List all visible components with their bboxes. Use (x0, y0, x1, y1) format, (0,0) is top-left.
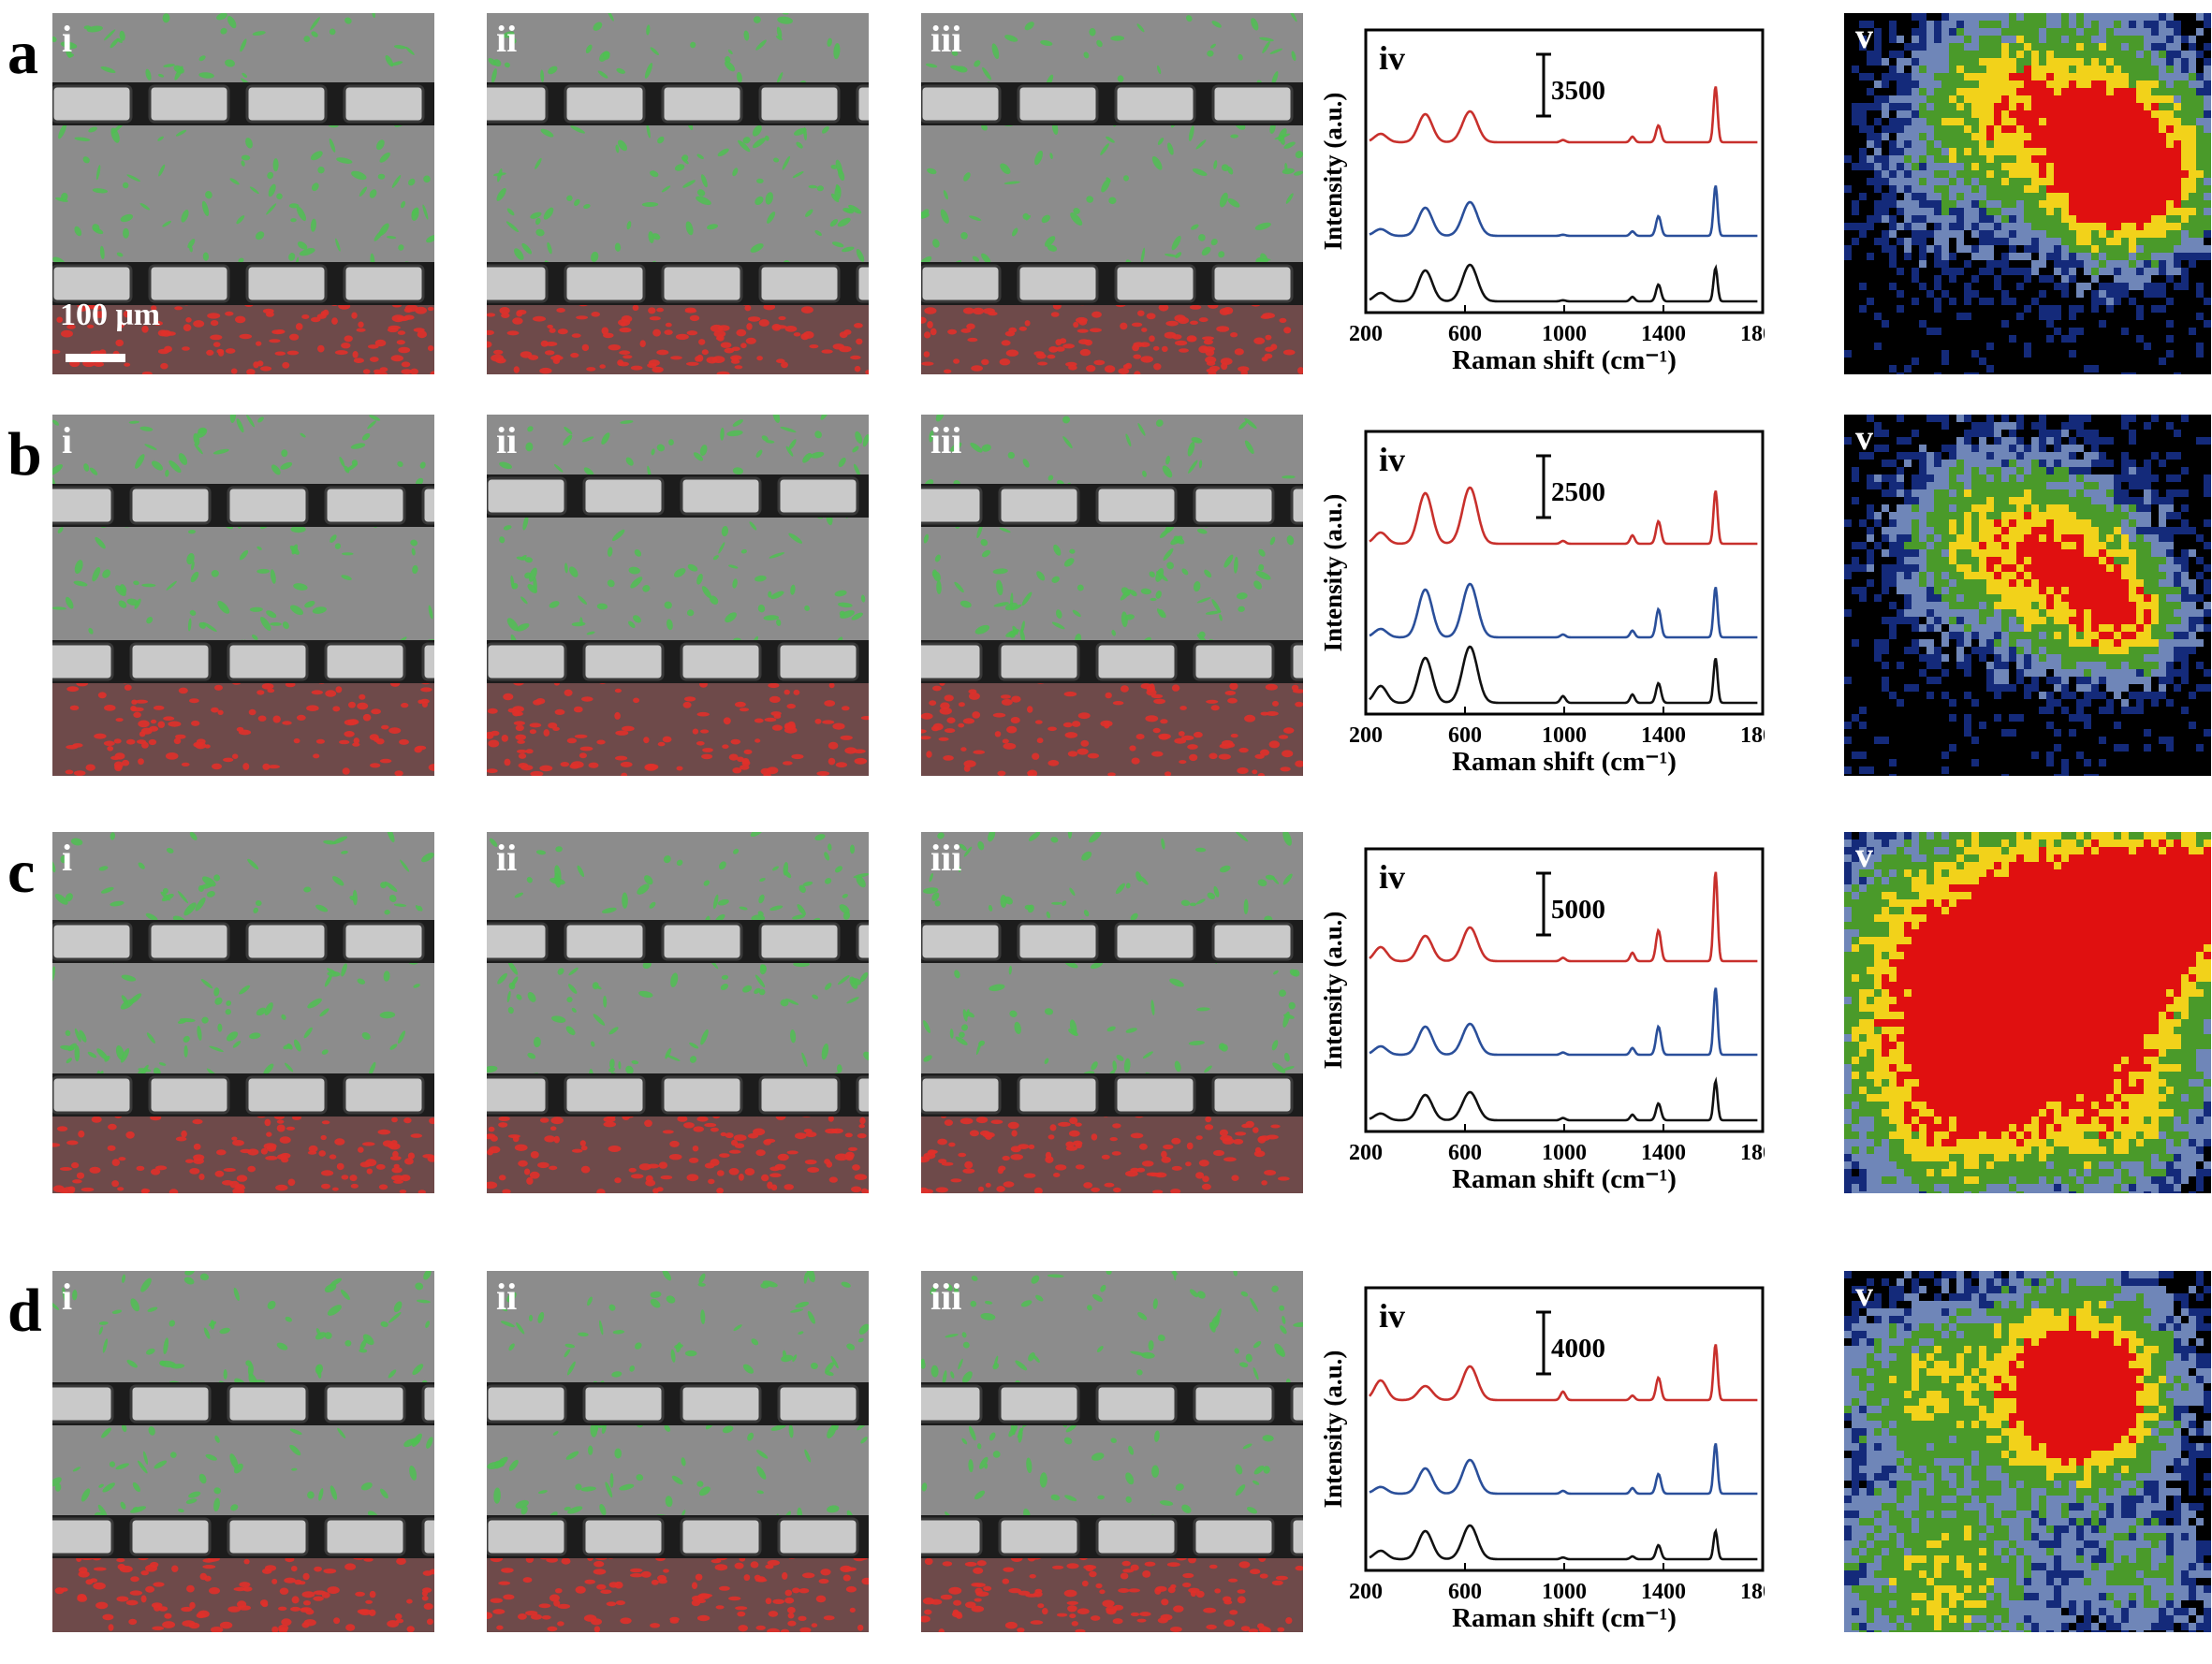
scale-bar-label: 100 μm (60, 298, 160, 333)
y-axis-label: Intensity (a.u.) (1319, 912, 1347, 1070)
spectrum-label: iv (1379, 858, 1405, 896)
micrograph-c-iii: iii (921, 832, 1303, 1193)
micrograph-a-iii: iii (921, 13, 1303, 374)
series-line-blue (1370, 584, 1757, 637)
series-line-blue (1370, 1443, 1757, 1494)
map-label: v (1855, 1277, 1873, 1312)
micrograph-b-ii: ii (487, 415, 869, 776)
x-tick-label: 600 (1448, 1141, 1482, 1165)
micrograph-label: ii (496, 422, 517, 460)
micrograph-label: ii (496, 1278, 517, 1316)
plot-frame (1366, 1288, 1763, 1570)
raman-map-a: v (1844, 13, 2211, 374)
micrograph-label: iii (930, 1278, 961, 1316)
panel-letter-b: b (7, 424, 42, 486)
x-tick-label: 1000 (1542, 723, 1587, 748)
plot-frame (1366, 849, 1763, 1131)
x-tick-label: 1400 (1641, 322, 1686, 346)
raman-spectrum-b: 200 600 1000 1400 1800 Raman shift (cm⁻¹) Inte… (1315, 415, 1765, 808)
x-tick-label: 1000 (1542, 1141, 1587, 1165)
micrograph-b-i: i (52, 415, 434, 776)
y-axis-label: Intensity (a.u.) (1319, 1350, 1347, 1509)
micrograph-b-iii: iii (921, 415, 1303, 776)
x-tick-label: 1400 (1641, 723, 1686, 748)
x-tick-label: 1400 (1641, 1580, 1686, 1604)
raman-map-d: v (1844, 1271, 2211, 1632)
micrograph-d-ii: ii (487, 1271, 869, 1632)
series-line-blue (1370, 988, 1757, 1055)
x-tick-label: 1800 (1740, 723, 1765, 748)
x-tick-label: 200 (1349, 1580, 1383, 1604)
micrograph-label: iii (930, 422, 961, 460)
x-tick-label: 1000 (1542, 1580, 1587, 1604)
x-axis-label: Raman shift (cm⁻¹) (1452, 747, 1677, 777)
micrograph-label: i (62, 1278, 72, 1316)
micrograph-d-iii: iii (921, 1271, 1303, 1632)
raman-spectrum-d: 200 600 1000 1400 1800 Raman shift (cm⁻¹) Inte… (1315, 1271, 1765, 1664)
intensity-scale-label: 3500 (1551, 76, 1605, 106)
x-tick-label: 1800 (1740, 322, 1765, 346)
y-axis-label: Intensity (a.u.) (1319, 494, 1347, 652)
series-line-black (1370, 1081, 1757, 1120)
intensity-scale-bar (1536, 1312, 1551, 1374)
x-tick-label: 1000 (1542, 322, 1587, 346)
spectrum-label: iv (1379, 1297, 1405, 1335)
intensity-scale-bar (1536, 54, 1551, 116)
intensity-scale-label: 4000 (1551, 1334, 1605, 1364)
micrograph-label: i (62, 839, 72, 877)
plot-frame (1366, 431, 1763, 714)
x-tick-label: 200 (1349, 322, 1383, 346)
micrograph-label: iii (930, 21, 961, 58)
series-line-blue (1370, 185, 1757, 236)
x-axis-label: Raman shift (cm⁻¹) (1452, 1603, 1677, 1633)
map-label: v (1855, 420, 1873, 456)
micrograph-label: ii (496, 21, 517, 58)
intensity-scale-label: 5000 (1551, 895, 1605, 925)
x-tick-label: 1800 (1740, 1580, 1765, 1604)
raman-spectrum-a: 200 600 1000 1400 1800 Raman shift (cm⁻¹) Inte… (1315, 13, 1765, 406)
series-line-black (1370, 1525, 1757, 1559)
panel-letter-d: d (7, 1280, 42, 1342)
raman-spectrum-c: 200 600 1000 1400 1800 Raman shift (cm⁻¹) Inte… (1315, 832, 1765, 1225)
series-line-black (1370, 647, 1757, 703)
scale-bar (66, 354, 125, 362)
intensity-scale-bar (1536, 456, 1551, 518)
micrograph-label: iii (930, 839, 961, 877)
micrograph-label: i (62, 21, 72, 58)
micrograph-a-i: i 100 μm (52, 13, 434, 374)
panel-letter-a: a (7, 22, 38, 84)
x-tick-label: 200 (1349, 723, 1383, 748)
x-tick-label: 600 (1448, 723, 1482, 748)
raman-map-b: v (1844, 415, 2211, 776)
x-tick-label: 1400 (1641, 1141, 1686, 1165)
micrograph-a-ii: ii (487, 13, 869, 374)
raman-map-c: v (1844, 832, 2211, 1193)
y-axis-label: Intensity (a.u.) (1319, 93, 1347, 251)
series-line-black (1370, 265, 1757, 301)
map-label: v (1855, 19, 1873, 54)
micrograph-d-i: i (52, 1271, 434, 1632)
x-tick-label: 1800 (1740, 1141, 1765, 1165)
panel-letter-c: c (7, 841, 35, 903)
x-tick-label: 600 (1448, 1580, 1482, 1604)
x-tick-label: 200 (1349, 1141, 1383, 1165)
x-axis-label: Raman shift (cm⁻¹) (1452, 345, 1677, 375)
x-axis-label: Raman shift (cm⁻¹) (1452, 1164, 1677, 1194)
x-tick-label: 600 (1448, 322, 1482, 346)
intensity-scale-label: 2500 (1551, 477, 1605, 507)
spectrum-label: iv (1379, 441, 1405, 478)
intensity-scale-bar (1536, 873, 1551, 935)
spectrum-label: iv (1379, 39, 1405, 77)
micrograph-label: ii (496, 839, 517, 877)
micrograph-c-ii: ii (487, 832, 869, 1193)
micrograph-label: i (62, 422, 72, 460)
map-label: v (1855, 838, 1873, 873)
micrograph-c-i: i (52, 832, 434, 1193)
